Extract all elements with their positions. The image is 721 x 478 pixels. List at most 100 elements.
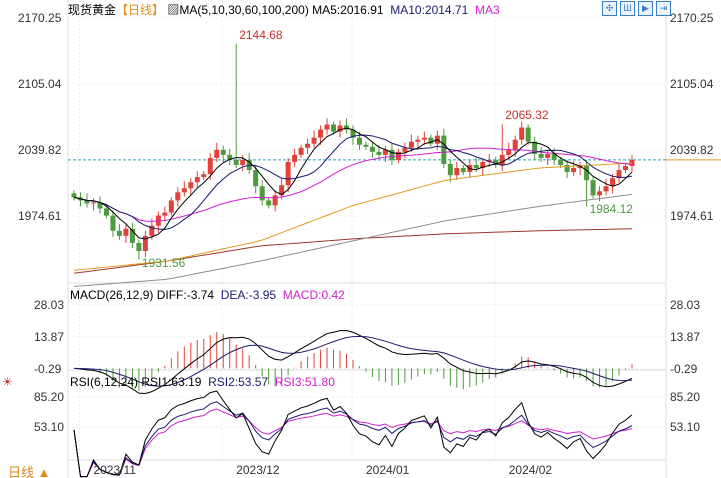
- candle-body: [233, 159, 239, 165]
- price-annotation: 2065.32: [505, 108, 549, 123]
- macd-tick-right: 28.03: [670, 298, 701, 312]
- rsi2-value: RSI2:53.57: [208, 375, 269, 389]
- candle-body: [331, 124, 337, 132]
- candle-body: [454, 168, 460, 176]
- rsi-tick-left: 85.20: [34, 390, 65, 404]
- candle-body: [272, 195, 278, 206]
- candle-type-icon[interactable]: Ш: [620, 1, 635, 16]
- rsi1-line: [73, 390, 633, 478]
- candle-body: [428, 137, 434, 144]
- ma30-line: [73, 147, 633, 222]
- settings-sun-icon[interactable]: ☀: [2, 375, 13, 389]
- candle-body: [447, 163, 453, 176]
- price-tick-left: 1974.61: [18, 208, 62, 223]
- ma-label[interactable]: MA(5,10,30,60,100,200): [179, 3, 309, 17]
- candle-body: [577, 166, 583, 169]
- rsi-legend: RSI(6,12,24) RSI1:63.19 RSI2:53.57 RSI3:…: [70, 375, 335, 389]
- candle-body: [584, 166, 590, 181]
- price-tick-right: 2105.04: [670, 76, 714, 91]
- rsi3-value: RSI3:51.80: [274, 375, 335, 389]
- period-label[interactable]: 【日线】: [116, 3, 165, 17]
- price-annotation: 2144.68: [239, 27, 283, 42]
- candle-body: [519, 127, 525, 140]
- play-icon[interactable]: ▶: [638, 1, 653, 16]
- candle-body: [376, 151, 382, 155]
- ma5-line: [73, 127, 633, 240]
- candle-body: [201, 174, 207, 178]
- crosshair-icon[interactable]: ✣: [602, 1, 617, 16]
- candle-body: [149, 225, 155, 236]
- candle-body: [610, 178, 616, 187]
- price-tick-right: 2039.82: [670, 142, 714, 157]
- ma100-line: [73, 193, 633, 287]
- candle-body: [259, 186, 265, 201]
- candle-body: [538, 153, 544, 158]
- candle-body: [253, 170, 259, 187]
- candle-body: [506, 149, 512, 155]
- chart-legend: 现货黄金【日线】 ▨MA(5,10,30,60,100,200) MA5:201…: [68, 1, 500, 18]
- candle-body: [116, 230, 122, 236]
- candle-body: [350, 129, 356, 138]
- candle-body: [129, 228, 135, 243]
- candle-body: [389, 149, 395, 160]
- candle-body: [499, 154, 505, 165]
- price-tick-left: 2105.04: [18, 76, 62, 91]
- candle-body: [337, 125, 343, 132]
- macd-tick-left: 28.03: [34, 298, 65, 312]
- candle-body: [168, 200, 174, 213]
- candle-body: [590, 180, 596, 196]
- chart-toolbar: ✣ Ш ▶ ⇥: [602, 1, 671, 16]
- candle-body: [441, 135, 447, 164]
- candle-body: [382, 149, 388, 155]
- candle-body: [545, 153, 551, 158]
- candle-body: [90, 202, 96, 204]
- candle-body: [571, 168, 577, 173]
- price-tick-right: 2170.25: [670, 11, 714, 25]
- candle-body: [473, 164, 479, 169]
- macd-value: MACD:0.42: [282, 288, 345, 302]
- candle-body: [551, 153, 557, 160]
- candle-body: [175, 192, 181, 201]
- candle-body: [194, 177, 200, 183]
- x-tick-label: 2024/01: [365, 463, 410, 477]
- ma10-line: [73, 134, 633, 230]
- candle-body: [142, 235, 148, 252]
- price-tick-left: 2039.82: [18, 142, 62, 157]
- candle-body: [266, 200, 272, 206]
- candle-body: [97, 202, 103, 209]
- candle-body: [421, 137, 427, 140]
- candle-body: [369, 146, 375, 152]
- macd-tick-left: -0.29: [34, 362, 62, 376]
- candle-body: [324, 124, 330, 130]
- candle-body: [220, 149, 226, 155]
- forward-icon[interactable]: ⇥: [656, 1, 671, 16]
- candle-body: [311, 137, 317, 144]
- rsi-tick-right: 53.10: [670, 420, 701, 434]
- macd-tick-left: 13.87: [34, 330, 65, 344]
- macd-tick-right: -0.29: [670, 362, 698, 376]
- x-tick-label: 2023/11: [93, 463, 136, 477]
- ma-icon[interactable]: ▨: [167, 3, 180, 17]
- price-tick-left: 2170.25: [18, 11, 62, 25]
- macd-dea: DEA:-3.95: [220, 288, 277, 302]
- x-tick-label: 2023/12: [236, 463, 280, 477]
- candle-body: [408, 141, 414, 148]
- candle-body: [493, 159, 499, 165]
- candle-body: [415, 139, 421, 142]
- rsi-tick-right: 85.20: [670, 390, 701, 404]
- macd-diff-line: [73, 329, 633, 394]
- rsi-label[interactable]: RSI(6,12,24): [70, 375, 139, 389]
- macd-label[interactable]: MACD(26,12,9): [70, 288, 154, 302]
- rsi1-value: RSI1:63.19: [141, 375, 202, 389]
- candle-body: [181, 188, 187, 193]
- candle-body: [363, 144, 369, 147]
- ma60-line: [73, 162, 633, 271]
- ma10-value: MA10:2014.71: [390, 3, 469, 17]
- candle-body: [136, 242, 142, 252]
- candle-body: [292, 154, 298, 162]
- candle-body: [214, 149, 220, 158]
- period-button[interactable]: 日线 ▲: [8, 465, 51, 478]
- candle-body: [512, 139, 518, 150]
- candle-body: [162, 212, 168, 216]
